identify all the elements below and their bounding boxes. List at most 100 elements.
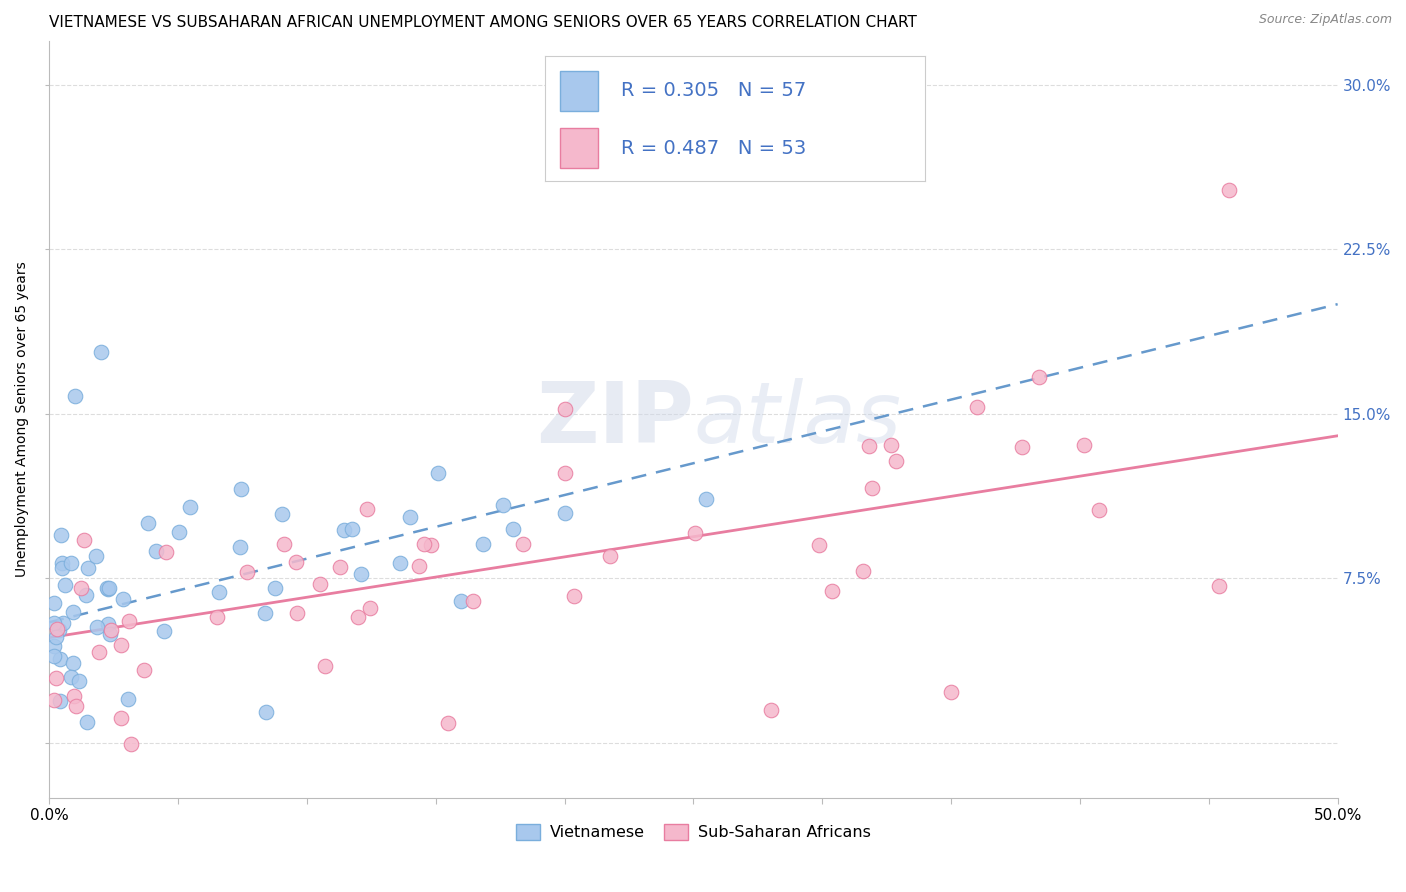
Point <box>45 672 67 686</box>
Point <box>229 540 252 554</box>
Point <box>388 556 411 570</box>
Point <box>44 615 66 630</box>
Point <box>179 500 201 514</box>
Point <box>167 525 190 540</box>
Point <box>1073 437 1095 451</box>
Point <box>155 545 177 559</box>
Point <box>359 601 381 615</box>
Point <box>118 614 141 628</box>
Point <box>554 506 576 520</box>
Point <box>48 623 70 637</box>
Point <box>97 582 120 596</box>
Point <box>136 516 159 531</box>
Point <box>73 533 96 548</box>
Point <box>70 582 93 596</box>
Point <box>44 640 66 654</box>
Point <box>851 564 873 578</box>
Point <box>695 161 717 175</box>
Point <box>62 656 84 670</box>
Point <box>1208 579 1230 593</box>
Point <box>808 538 831 552</box>
Point <box>44 649 66 664</box>
Point <box>49 652 72 666</box>
Point <box>858 439 880 453</box>
Point <box>84 549 107 563</box>
Point <box>450 593 472 607</box>
Point <box>60 556 83 570</box>
Point <box>347 610 370 624</box>
Point <box>1218 183 1240 197</box>
Point <box>436 715 458 730</box>
Point <box>45 622 67 636</box>
Point <box>285 606 308 620</box>
Point <box>309 577 332 591</box>
Point <box>77 561 100 575</box>
Point <box>51 561 73 575</box>
Point <box>1028 370 1050 384</box>
Point <box>512 537 534 551</box>
Point <box>271 508 294 522</box>
Point <box>153 624 176 638</box>
Point <box>63 689 86 703</box>
Point <box>120 737 142 751</box>
Point <box>463 594 485 608</box>
Y-axis label: Unemployment Among Seniors over 65 years: Unemployment Among Seniors over 65 years <box>15 261 30 577</box>
Text: atlas: atlas <box>693 378 901 461</box>
Point <box>263 581 285 595</box>
Point <box>90 345 112 359</box>
Point <box>273 537 295 551</box>
Point <box>98 581 121 595</box>
Point <box>132 663 155 677</box>
Point <box>60 670 83 684</box>
Point <box>53 578 76 592</box>
Point <box>695 491 717 506</box>
Point <box>229 482 252 496</box>
Point <box>100 624 122 638</box>
Point <box>112 591 135 606</box>
Point <box>492 498 515 512</box>
Point <box>96 581 118 595</box>
Point <box>399 510 422 524</box>
Point <box>333 523 356 537</box>
Point <box>821 584 844 599</box>
Point <box>110 639 132 653</box>
Point <box>65 698 87 713</box>
Point <box>67 673 90 688</box>
Point <box>49 694 72 708</box>
Point <box>966 401 988 415</box>
Point <box>884 454 907 468</box>
Point <box>860 481 883 495</box>
Point <box>51 528 73 542</box>
Point <box>314 658 336 673</box>
Point <box>683 526 706 541</box>
Point <box>1011 440 1033 454</box>
Point <box>471 537 494 551</box>
Point <box>413 537 436 551</box>
Text: ZIP: ZIP <box>536 378 693 461</box>
Point <box>205 609 228 624</box>
Point <box>145 544 167 558</box>
Point <box>62 605 84 619</box>
Point <box>759 703 782 717</box>
Point <box>51 556 73 570</box>
Point <box>86 620 108 634</box>
Point <box>117 692 139 706</box>
Point <box>44 693 66 707</box>
Point <box>253 607 276 621</box>
Point <box>419 537 441 551</box>
Point <box>1088 503 1111 517</box>
Point <box>76 714 98 729</box>
Point <box>562 589 585 603</box>
Point <box>329 560 352 574</box>
Point <box>254 706 277 720</box>
Point <box>880 438 903 452</box>
Point <box>342 523 364 537</box>
Point <box>285 555 308 569</box>
Point <box>208 585 231 599</box>
Point <box>235 566 257 580</box>
Text: Source: ZipAtlas.com: Source: ZipAtlas.com <box>1258 13 1392 27</box>
Point <box>554 402 576 417</box>
Point <box>75 588 97 602</box>
Point <box>502 522 524 536</box>
Point <box>52 615 75 630</box>
